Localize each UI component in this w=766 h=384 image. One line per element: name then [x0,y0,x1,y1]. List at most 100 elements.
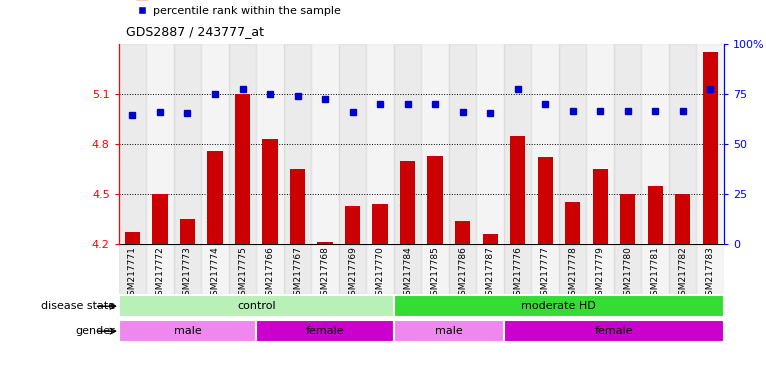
Bar [263,139,277,244]
Bar [229,244,257,294]
Text: female: female [306,326,345,336]
Bar [476,244,504,294]
Bar [366,244,394,294]
Text: GSM217786: GSM217786 [458,247,467,301]
Bar [125,232,140,244]
Bar [559,44,586,244]
Text: GSM217783: GSM217783 [705,247,715,301]
Bar [290,169,305,244]
Text: disease state: disease state [41,301,115,311]
Text: moderate HD: moderate HD [522,301,596,311]
Bar [696,244,724,294]
Bar [696,44,724,244]
Text: GSM217781: GSM217781 [650,247,660,301]
Text: GSM217772: GSM217772 [155,247,165,301]
Text: GSM217780: GSM217780 [623,247,632,301]
Text: GSM217770: GSM217770 [375,247,385,301]
Bar [427,156,443,244]
Text: GSM217767: GSM217767 [293,247,302,301]
Bar [180,219,195,244]
Bar [257,244,283,294]
Text: GSM217771: GSM217771 [128,247,137,301]
Text: male: male [174,326,201,336]
Bar [174,244,201,294]
Text: male: male [435,326,463,336]
Text: GSM217775: GSM217775 [238,247,247,301]
Text: GSM217766: GSM217766 [266,247,274,301]
Bar [647,185,663,244]
Text: GSM217784: GSM217784 [403,247,412,301]
Text: GSM217779: GSM217779 [596,247,604,301]
Bar [146,244,174,294]
Bar [559,244,586,294]
Bar [669,244,696,294]
Bar [504,320,724,343]
Bar [641,244,669,294]
Text: GSM217774: GSM217774 [211,247,220,301]
Bar [283,244,311,294]
Bar [532,44,559,244]
Text: GSM217787: GSM217787 [486,247,495,301]
Bar [394,295,724,318]
Text: GSM217785: GSM217785 [430,247,440,301]
Bar [504,44,532,244]
Bar [565,202,580,244]
Bar [476,44,504,244]
Bar [532,244,559,294]
Bar [504,244,532,294]
Bar [675,194,690,244]
Text: GSM217768: GSM217768 [320,247,329,301]
Bar [641,44,669,244]
Bar [235,94,250,244]
Bar [614,244,641,294]
Bar [586,244,614,294]
Bar [201,244,229,294]
Text: GDS2887 / 243777_at: GDS2887 / 243777_at [126,25,264,38]
Bar [146,44,174,244]
Bar [421,244,449,294]
Bar [669,44,696,244]
Bar [449,44,476,244]
Bar [510,136,525,244]
Bar [394,320,504,343]
Bar [366,44,394,244]
Bar [283,44,311,244]
Bar [152,194,168,244]
Legend: transformed count, percentile rank within the sample: transformed count, percentile rank withi… [132,0,345,21]
Bar [614,44,641,244]
Bar [339,44,366,244]
Bar [208,151,223,244]
Bar [455,220,470,244]
Text: control: control [237,301,276,311]
Bar [620,194,635,244]
Text: GSM217769: GSM217769 [348,247,357,301]
Bar [119,295,394,318]
Bar [593,169,607,244]
Bar [702,53,718,244]
Bar [257,44,283,244]
Text: GSM217777: GSM217777 [541,247,549,301]
Bar [394,244,421,294]
Bar [229,44,257,244]
Bar [119,244,146,294]
Bar [339,244,366,294]
Bar [257,320,394,343]
Bar [311,44,339,244]
Text: GSM217776: GSM217776 [513,247,522,301]
Bar [119,44,146,244]
Bar [400,161,415,244]
Bar [483,234,498,244]
Bar [449,244,476,294]
Bar [372,204,388,244]
Bar [538,157,552,244]
Text: female: female [594,326,633,336]
Text: GSM217773: GSM217773 [183,247,192,301]
Bar [421,44,449,244]
Bar [174,44,201,244]
Text: gender: gender [75,326,115,336]
Text: GSM217782: GSM217782 [678,247,687,301]
Bar [311,244,339,294]
Bar [345,205,360,244]
Bar [317,242,332,244]
Bar [119,320,257,343]
